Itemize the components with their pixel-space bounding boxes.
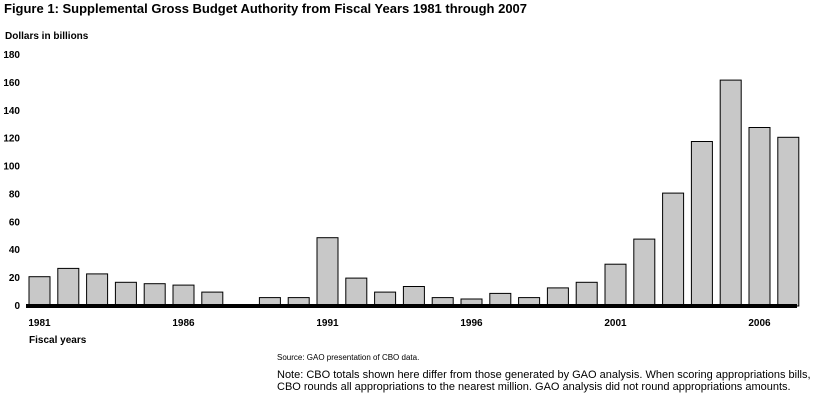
x-tick-label: 1981	[28, 318, 51, 329]
bar-1985	[143, 283, 166, 307]
bar-2000	[575, 281, 598, 307]
x-tick-label: 1991	[316, 318, 339, 329]
x-tick-label: 2006	[748, 318, 771, 329]
bar-2007	[777, 136, 800, 307]
bar-2002	[633, 238, 656, 307]
bar-1984	[114, 281, 137, 307]
bar-2006	[748, 127, 771, 307]
bar-2004	[690, 141, 713, 307]
x-tick-label: 1996	[460, 318, 483, 329]
bar-2005	[719, 79, 742, 307]
chart-title: Figure 1: Supplemental Gross Budget Auth…	[4, 1, 528, 16]
x-axis-label: Fiscal years	[29, 335, 87, 346]
y-tick-label: 80	[9, 189, 21, 200]
y-tick-label: 60	[9, 217, 21, 228]
x-axis-ticks: 1981 1986 1991 1996 2001 2006	[28, 318, 771, 329]
bar-2001	[604, 263, 627, 307]
y-tick-label: 140	[3, 106, 20, 117]
bar-2003	[662, 192, 685, 307]
bar-1983	[86, 273, 109, 307]
bar-1991	[316, 237, 339, 307]
y-tick-label: 20	[9, 273, 21, 284]
y-tick-label: 40	[9, 245, 21, 256]
bar-1987	[201, 291, 224, 307]
bar-1992	[345, 277, 368, 307]
y-axis-label: Dollars in billions	[5, 31, 89, 42]
x-tick-label: 1986	[172, 318, 195, 329]
source-text: Source: GAO presentation of CBO data.	[277, 353, 420, 362]
x-tick-label: 2001	[604, 318, 627, 329]
y-axis-ticks: 0 20 40 60 80 100 120 140 160 180	[3, 50, 20, 312]
x-axis-line	[26, 304, 797, 308]
bar-1982	[57, 267, 80, 307]
y-tick-label: 160	[3, 78, 20, 89]
bars	[28, 79, 800, 307]
bar-1999	[546, 287, 569, 307]
y-tick-label: 0	[14, 301, 20, 312]
y-tick-label: 100	[3, 162, 20, 173]
bar-1994	[402, 286, 425, 307]
note-text: Note: CBO totals shown here differ from …	[277, 369, 811, 393]
y-tick-label: 180	[3, 50, 20, 61]
bar-1986	[172, 284, 195, 307]
y-tick-label: 120	[3, 134, 20, 145]
bar-1981	[28, 276, 51, 307]
bar-1993	[374, 291, 397, 307]
